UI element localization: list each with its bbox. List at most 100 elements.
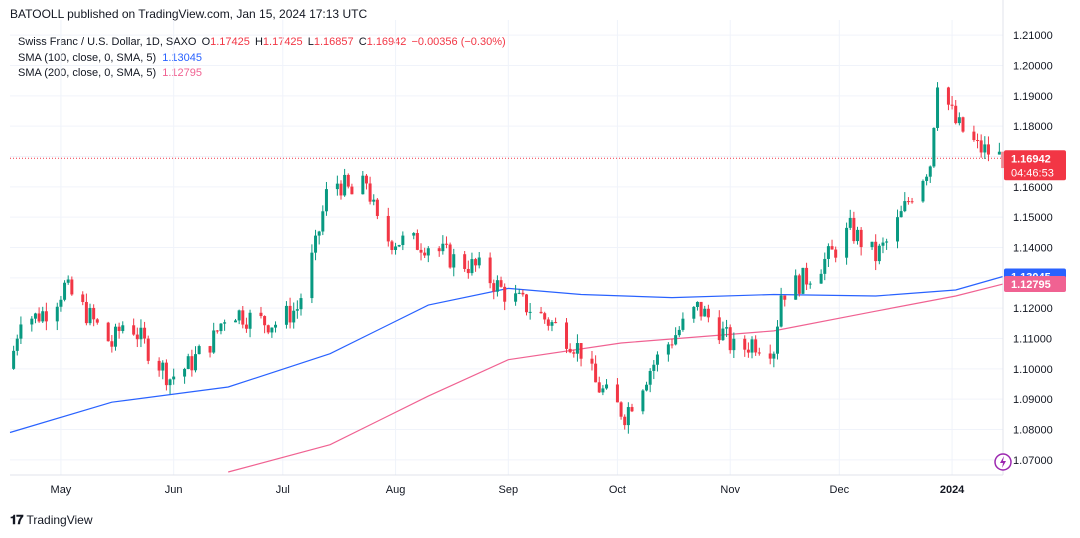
- candle-down: [972, 131, 976, 141]
- sma100-line: [9, 275, 1004, 434]
- candle-up: [681, 318, 685, 330]
- candle-up: [441, 243, 445, 252]
- sma200-legend-row[interactable]: SMA (200, close, 0, SMA, 5) 1.12795: [18, 66, 506, 82]
- candle-down: [743, 338, 747, 350]
- candle-down: [830, 246, 834, 250]
- candle-down: [525, 294, 529, 313]
- candle-down: [797, 275, 801, 294]
- time-tick-label: Nov: [720, 484, 740, 496]
- candle-down: [146, 338, 150, 361]
- candle-up: [648, 370, 652, 385]
- candle-down: [70, 279, 74, 295]
- candle-up: [601, 388, 605, 393]
- candle-down: [746, 349, 750, 353]
- price-tick-label: 1.08000: [1013, 425, 1053, 437]
- ohlc-values: O1.17425 H1.17425 L1.16857 C1.16942 −0.0…: [200, 36, 506, 48]
- candle-down: [910, 201, 914, 203]
- candle-down: [190, 356, 194, 371]
- candle-up: [550, 322, 554, 326]
- candle-up: [801, 267, 805, 294]
- candle-up: [870, 241, 874, 248]
- candle-up: [88, 307, 92, 324]
- candle-down: [615, 384, 619, 403]
- candle-down: [961, 117, 965, 132]
- candle-down: [390, 241, 394, 250]
- candle-up: [794, 275, 798, 300]
- candle-up: [819, 273, 823, 284]
- candle-up: [234, 320, 238, 323]
- candle-down: [117, 326, 121, 332]
- candle-up: [335, 183, 339, 190]
- candle-up: [412, 233, 416, 236]
- time-tick-label: Jul: [276, 484, 290, 496]
- tradingview-logo-icon: 𝟏𝟕: [10, 512, 24, 527]
- sma200-price-label: 1.12795: [1011, 279, 1051, 291]
- candle-down: [346, 174, 350, 187]
- candle-down: [543, 313, 547, 320]
- candle-down: [546, 319, 550, 326]
- candle-down: [670, 344, 674, 346]
- candle-up: [921, 180, 925, 202]
- candle-down: [288, 305, 292, 323]
- candle-down: [368, 183, 372, 202]
- candle-up: [885, 241, 889, 243]
- footer[interactable]: 𝟏𝟕 TradingView: [10, 512, 93, 528]
- candle-up: [477, 257, 481, 266]
- sma200-line: [228, 283, 1004, 473]
- candle-up: [295, 309, 299, 311]
- candle-down: [37, 313, 41, 322]
- candle-down: [415, 233, 419, 250]
- price-tick-label: 1.16000: [1013, 182, 1053, 194]
- published-header: BATOOLL published on TradingView.com, Ja…: [10, 7, 368, 21]
- sma200-label: SMA (200, close, 0, SMA, 5): [18, 67, 157, 79]
- candle-up: [721, 328, 725, 341]
- candle-down: [706, 308, 710, 318]
- candle-down: [95, 319, 99, 323]
- candle-down: [834, 249, 838, 258]
- time-tick-label: Oct: [609, 484, 626, 496]
- price-tick-label: 1.18000: [1013, 121, 1053, 133]
- candle-down: [110, 341, 114, 347]
- candle-up: [772, 353, 776, 359]
- candle-up: [677, 329, 681, 336]
- candle-up: [270, 327, 274, 333]
- candle-up: [896, 217, 900, 242]
- candle-down: [474, 259, 478, 266]
- change-value: −0.00356 (−0.30%): [411, 36, 506, 48]
- candle-down: [266, 325, 270, 333]
- candle-up: [808, 283, 812, 285]
- alert-clock-icon[interactable]: [994, 453, 1012, 471]
- candle-down: [594, 363, 598, 383]
- candle-down: [215, 330, 219, 332]
- price-tick-label: 1.10000: [1013, 364, 1053, 376]
- candle-up: [692, 306, 696, 319]
- candle-up: [645, 384, 649, 391]
- candle-up: [725, 327, 729, 329]
- candle-down: [597, 382, 601, 393]
- price-tick-label: 1.11000: [1013, 334, 1052, 346]
- candle-up: [517, 292, 521, 294]
- candles: [12, 82, 1005, 434]
- price-tick-label: 1.09000: [1013, 394, 1053, 406]
- sma200-value: 1.12795: [162, 67, 202, 79]
- candle-up: [732, 338, 736, 351]
- candle-down: [503, 286, 507, 302]
- candle-up: [575, 343, 579, 354]
- candle-down: [488, 257, 492, 284]
- time-tick-label: Aug: [386, 484, 406, 496]
- candle-up: [121, 325, 125, 332]
- candle-up: [66, 279, 70, 283]
- sma100-legend-row[interactable]: SMA (100, close, 0, SMA, 5) 1.13045: [18, 51, 506, 67]
- candle-down: [976, 140, 980, 142]
- price-tick-label: 1.14000: [1013, 243, 1053, 255]
- candle-up: [605, 384, 609, 389]
- candle-up: [186, 356, 190, 369]
- candle-up: [641, 390, 645, 412]
- candle-up: [936, 87, 940, 128]
- candle-up: [284, 305, 288, 325]
- symbol-legend-row[interactable]: Swiss Franc / U.S. Dollar, 1D, SAXO O1.1…: [18, 35, 506, 51]
- candle-up: [139, 327, 143, 340]
- candle-up: [899, 211, 903, 218]
- candle-down: [539, 311, 543, 314]
